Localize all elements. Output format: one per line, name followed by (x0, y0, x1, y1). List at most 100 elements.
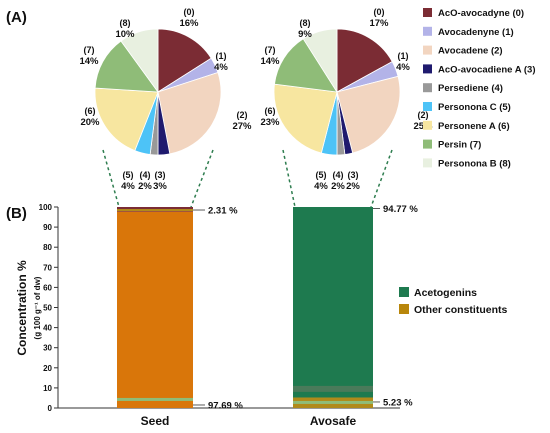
y-tick-label: 40 (43, 324, 52, 333)
pie-slice (274, 38, 338, 93)
slice-label-index: (6) (265, 106, 276, 116)
dashed-connector (370, 149, 393, 208)
pie-seed: (0)16%(1)4%(2)27%(3)3%(4)2%(5)4%(6)20%(7… (79, 7, 252, 192)
pie-slice (302, 28, 338, 94)
x-category-label: Avosafe (310, 414, 357, 428)
dashed-connector (102, 149, 120, 208)
y-tick-label: 100 (39, 203, 53, 212)
bar-substripe (117, 209, 193, 211)
legend-swatch (399, 287, 409, 297)
dashed-connector (282, 149, 296, 208)
slice-label-percent: 14% (260, 56, 280, 67)
data-annotation: 5.23 % (383, 397, 413, 408)
legend-swatch (423, 64, 432, 74)
bar-substripe (117, 397, 193, 401)
legend-label: Personona B (8) (438, 158, 511, 169)
y-tick-label: 30 (43, 344, 52, 353)
slice-label-index: (0) (374, 7, 385, 17)
legend-label: Avocadene (2) (438, 46, 503, 57)
legend-label: Acetogenins (414, 287, 477, 299)
legend-swatch (423, 83, 432, 93)
slice-label-percent: 2% (138, 181, 152, 192)
slice-label-index: (1) (398, 51, 409, 61)
bar-segment-other (117, 211, 193, 408)
pie-slice (94, 40, 159, 93)
legend-swatch (423, 158, 432, 168)
x-category-label: Seed (141, 414, 170, 428)
slice-label-percent: 10% (115, 29, 135, 40)
pie-slice (157, 72, 222, 155)
legend-label: Personene A (6) (438, 121, 510, 132)
y-tick-label: 20 (43, 364, 52, 373)
y-axis-label: Concentration % (15, 260, 29, 356)
slice-label-index: (7) (265, 45, 276, 55)
legend-label: Avocadenyne (1) (438, 27, 514, 38)
legend-swatch (423, 102, 432, 111)
y-axis-sublabel: (g 100 g⁻¹ of dw) (33, 276, 42, 339)
pie-slice (94, 87, 159, 152)
slice-label-percent: 14% (79, 56, 99, 67)
pie-slice (120, 28, 159, 94)
legend-swatch (423, 139, 432, 149)
slice-label-percent: 3% (153, 181, 167, 192)
slice-label-percent: 4% (314, 181, 328, 192)
legend-label: AcO-avocadyne (0) (438, 8, 524, 19)
pie-charts: (0)16%(1)4%(2)27%(3)3%(4)2%(5)4%(6)20%(7… (79, 7, 433, 192)
bar-substripe (293, 385, 373, 392)
slice-label-index: (6) (85, 106, 96, 116)
slice-label-index: (4) (333, 170, 344, 180)
y-tick-label: 60 (43, 283, 52, 292)
legend-label: Personona C (5) (438, 102, 511, 113)
bar-avosafe: Avosafe (293, 207, 373, 428)
slice-label-percent: 4% (396, 62, 410, 73)
bar-legend: Acetogenins Other constituents (399, 287, 508, 316)
data-annotation: 94.77 % (383, 204, 418, 215)
y-tick-label: 10 (43, 384, 52, 393)
slice-label-index: (3) (348, 170, 359, 180)
data-annotation: 97.69 % (208, 400, 243, 411)
bar-substripe (293, 400, 373, 404)
slice-label-index: (2) (418, 110, 429, 120)
stacked-bar-chart: 0 10 20 30 40 50 60 70 80 90 100 Concentration % (g … (15, 149, 418, 428)
slice-label-index: (5) (316, 170, 327, 180)
pie-avosafe: (0)17%(1)4%(2)25%(3)2%(4)2%(5)4%(6)23%(7… (260, 7, 433, 192)
legend-label: Other constituents (414, 304, 508, 316)
pie-slice (157, 28, 212, 93)
slice-label-index: (7) (84, 45, 95, 55)
slice-label-percent: 16% (179, 18, 199, 29)
slice-label-index: (5) (123, 170, 134, 180)
legend-swatch (423, 120, 432, 130)
dashed-connector (190, 149, 214, 208)
y-tick-label: 70 (43, 263, 52, 272)
slice-label-index: (8) (120, 18, 131, 28)
slice-label-percent: 4% (214, 62, 228, 73)
pie-slice (273, 83, 338, 154)
slice-label-index: (1) (216, 51, 227, 61)
slice-label-index: (3) (155, 170, 166, 180)
slice-label-percent: 2% (331, 181, 345, 192)
slice-label-percent: 4% (121, 181, 135, 192)
y-tick-label: 0 (48, 404, 53, 413)
slice-label-percent: 23% (260, 117, 280, 128)
slice-label-index: (8) (300, 18, 311, 28)
bar-seed: Seed (117, 207, 193, 428)
pie-legend: AcO-avocadyne (0) Avocadenyne (1) Avocaden… (423, 8, 536, 169)
slice-label-percent: 27% (232, 121, 252, 132)
data-annotation: 2.31 % (208, 206, 238, 217)
panel-label-a: (A) (6, 9, 27, 26)
panel-label-b: (B) (6, 205, 27, 222)
legend-swatch (423, 26, 432, 36)
slice-label-index: (2) (237, 110, 248, 120)
pie-slice (336, 75, 401, 154)
bar-segment-acetogenins (293, 207, 373, 398)
slice-label-percent: 2% (346, 181, 360, 192)
slice-label-index: (0) (184, 7, 195, 17)
y-tick-label: 50 (43, 304, 52, 313)
y-tick-label: 80 (43, 243, 52, 252)
legend-swatch (423, 45, 432, 55)
slice-label-percent: 9% (298, 29, 312, 40)
legend-swatch (423, 8, 432, 17)
legend-label: Persediene (4) (438, 83, 503, 94)
